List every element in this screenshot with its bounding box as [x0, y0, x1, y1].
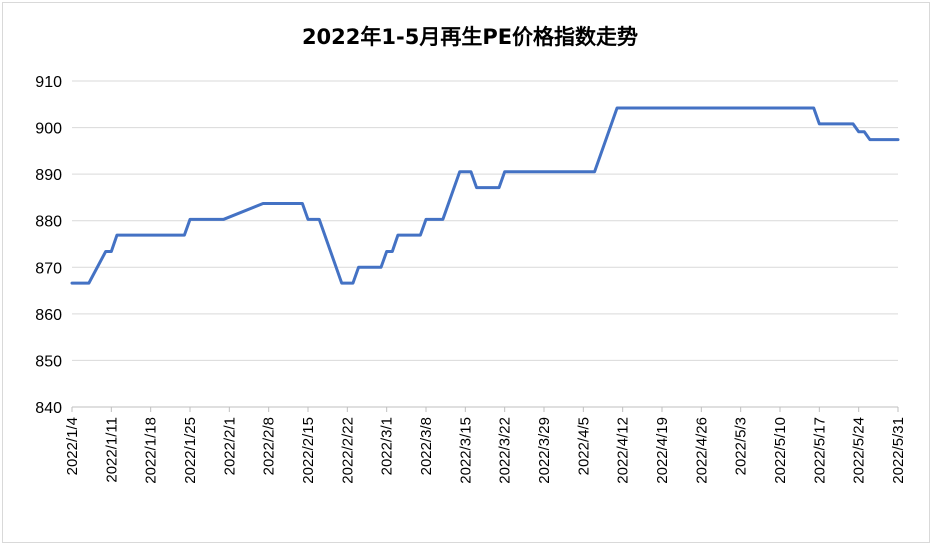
x-tick-label: 2022/4/26 [693, 417, 710, 484]
y-tick-label: 870 [35, 260, 62, 277]
y-tick-label: 840 [35, 400, 62, 417]
x-tick-label: 2022/1/25 [182, 417, 199, 484]
x-tick-label: 2022/2/22 [339, 417, 356, 484]
x-tick-label: 2022/5/17 [811, 417, 828, 484]
series-group [70, 106, 900, 285]
y-tick-label: 890 [35, 167, 62, 184]
x-tick-label: 2022/5/31 [890, 417, 907, 484]
x-tick-label: 2022/4/19 [654, 417, 671, 484]
x-tick-label: 2022/3/1 [379, 417, 396, 475]
x-tick-label: 2022/2/1 [221, 417, 238, 475]
y-tick-label: 860 [35, 307, 62, 324]
y-tick-label: 900 [35, 121, 62, 138]
y-axis-ticks: 840 850 860 870 880 890 900 910 [35, 74, 62, 417]
x-tick-label: 2022/5/3 [733, 417, 750, 475]
x-tick-label: 2022/3/8 [418, 417, 435, 475]
x-tick-label: 2022/3/29 [536, 417, 553, 484]
gridlines [72, 80, 898, 361]
x-tick-label: 2022/2/8 [261, 417, 278, 475]
x-tick-label: 2022/1/11 [103, 417, 120, 483]
chart-title: 2022年1-5月再生PE价格指数走势 [302, 25, 638, 49]
y-tick-label: 910 [35, 74, 62, 91]
x-tick-label: 2022/3/15 [457, 417, 474, 484]
x-axis [71, 406, 899, 412]
x-axis-tick-labels: 2022/1/4 2022/1/11 2022/1/18 2022/1/25 2022/… [64, 417, 907, 484]
x-tick-label: 2022/3/22 [497, 417, 514, 484]
y-tick-label: 850 [35, 353, 62, 370]
series-line [70, 106, 900, 285]
x-tick-label: 2022/5/10 [772, 417, 789, 484]
x-tick-label: 2022/4/12 [615, 417, 632, 484]
x-tick-label: 2022/5/24 [851, 417, 868, 484]
y-tick-label: 880 [35, 214, 62, 231]
x-tick-label: 2022/1/4 [64, 417, 81, 475]
x-tick-label: 2022/1/18 [143, 417, 160, 484]
x-tick-label: 2022/2/15 [300, 417, 317, 484]
x-tick-label: 2022/4/5 [575, 417, 592, 475]
